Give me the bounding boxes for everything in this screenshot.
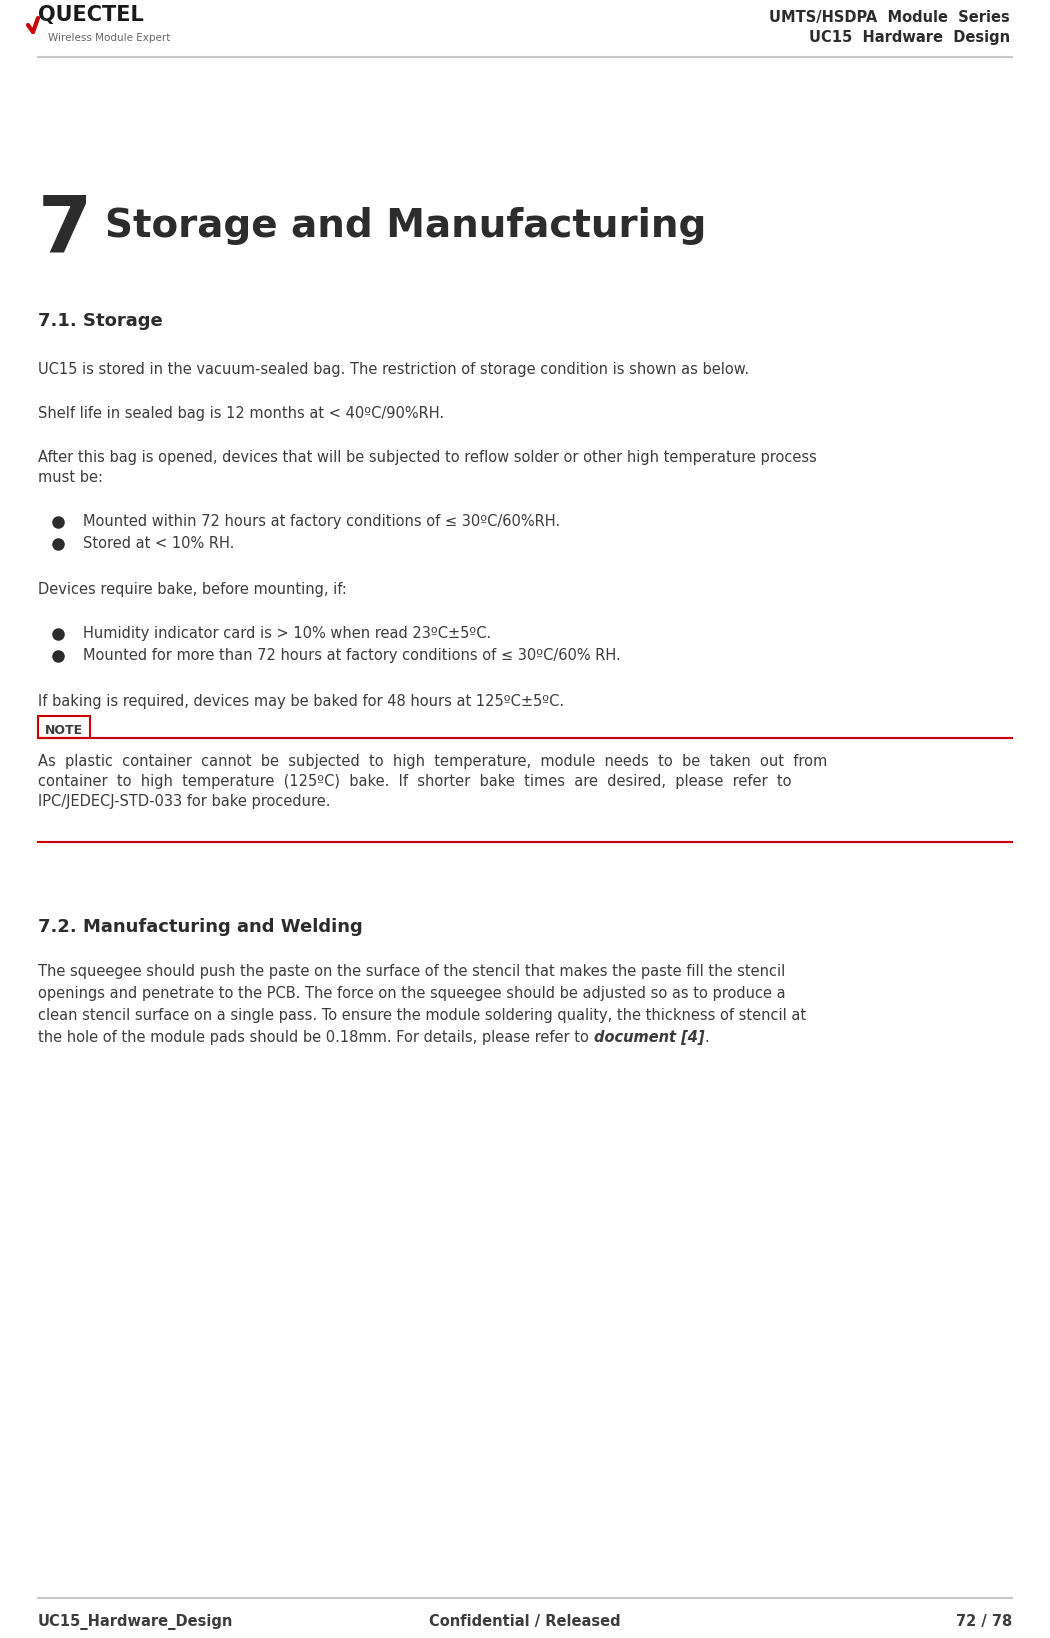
Text: clean stencil surface on a single pass. To ensure the module soldering quality, : clean stencil surface on a single pass. … [38, 1007, 806, 1024]
Text: Confidential / Released: Confidential / Released [429, 1613, 621, 1630]
Text: Shelf life in sealed bag is 12 months at < 40ºC/90%RH.: Shelf life in sealed bag is 12 months at… [38, 406, 444, 421]
Text: 72 / 78: 72 / 78 [956, 1613, 1012, 1630]
Text: must be:: must be: [38, 470, 103, 485]
Text: container  to  high  temperature  (125ºC)  bake.  If  shorter  bake  times  are : container to high temperature (125ºC) ba… [38, 775, 792, 790]
Text: .: . [704, 1030, 709, 1045]
Text: Stored at < 10% RH.: Stored at < 10% RH. [83, 536, 234, 550]
Text: The squeegee should push the paste on the surface of the stencil that makes the : The squeegee should push the paste on th… [38, 965, 785, 980]
Text: NOTE: NOTE [45, 724, 83, 737]
Text: the hole of the module pads should be 0.18mm. For details, please refer to: the hole of the module pads should be 0.… [38, 1030, 593, 1045]
Text: After this bag is opened, devices that will be subjected to reflow solder or oth: After this bag is opened, devices that w… [38, 450, 817, 465]
Text: IPC/JEDECJ-STD-033 for bake procedure.: IPC/JEDECJ-STD-033 for bake procedure. [38, 794, 331, 809]
Text: Mounted for more than 72 hours at factory conditions of ≤ 30ºC/60% RH.: Mounted for more than 72 hours at factor… [83, 649, 621, 663]
Text: If baking is required, devices may be baked for 48 hours at 125ºC±5ºC.: If baking is required, devices may be ba… [38, 695, 564, 709]
Text: Devices require bake, before mounting, if:: Devices require bake, before mounting, i… [38, 581, 347, 596]
Text: Wireless Module Expert: Wireless Module Expert [48, 33, 170, 43]
Text: UC15  Hardware  Design: UC15 Hardware Design [808, 29, 1010, 44]
Text: document [4]: document [4] [593, 1030, 704, 1045]
Text: 7: 7 [38, 192, 92, 269]
Bar [38, 716, 90, 739]
Text: 7.2. Manufacturing and Welding: 7.2. Manufacturing and Welding [38, 917, 362, 935]
Text: openings and penetrate to the PCB. The force on the squeegee should be adjusted : openings and penetrate to the PCB. The f… [38, 986, 785, 1001]
Text: Humidity indicator card is > 10% when read 23ºC±5ºC.: Humidity indicator card is > 10% when re… [83, 626, 491, 640]
Text: UC15_Hardware_Design: UC15_Hardware_Design [38, 1613, 233, 1630]
Text: As  plastic  container  cannot  be  subjected  to  high  temperature,  module  n: As plastic container cannot be subjected… [38, 753, 827, 768]
Text: 7.1. Storage: 7.1. Storage [38, 311, 163, 329]
Text: Storage and Manufacturing: Storage and Manufacturing [105, 206, 707, 246]
Text: UMTS/HSDPA  Module  Series: UMTS/HSDPA Module Series [770, 10, 1010, 25]
Text: UC15 is stored in the vacuum-sealed bag. The restriction of storage condition is: UC15 is stored in the vacuum-sealed bag.… [38, 362, 749, 377]
Text: Mounted within 72 hours at factory conditions of ≤ 30ºC/60%RH.: Mounted within 72 hours at factory condi… [83, 514, 560, 529]
Text: QUECTEL: QUECTEL [38, 5, 144, 25]
